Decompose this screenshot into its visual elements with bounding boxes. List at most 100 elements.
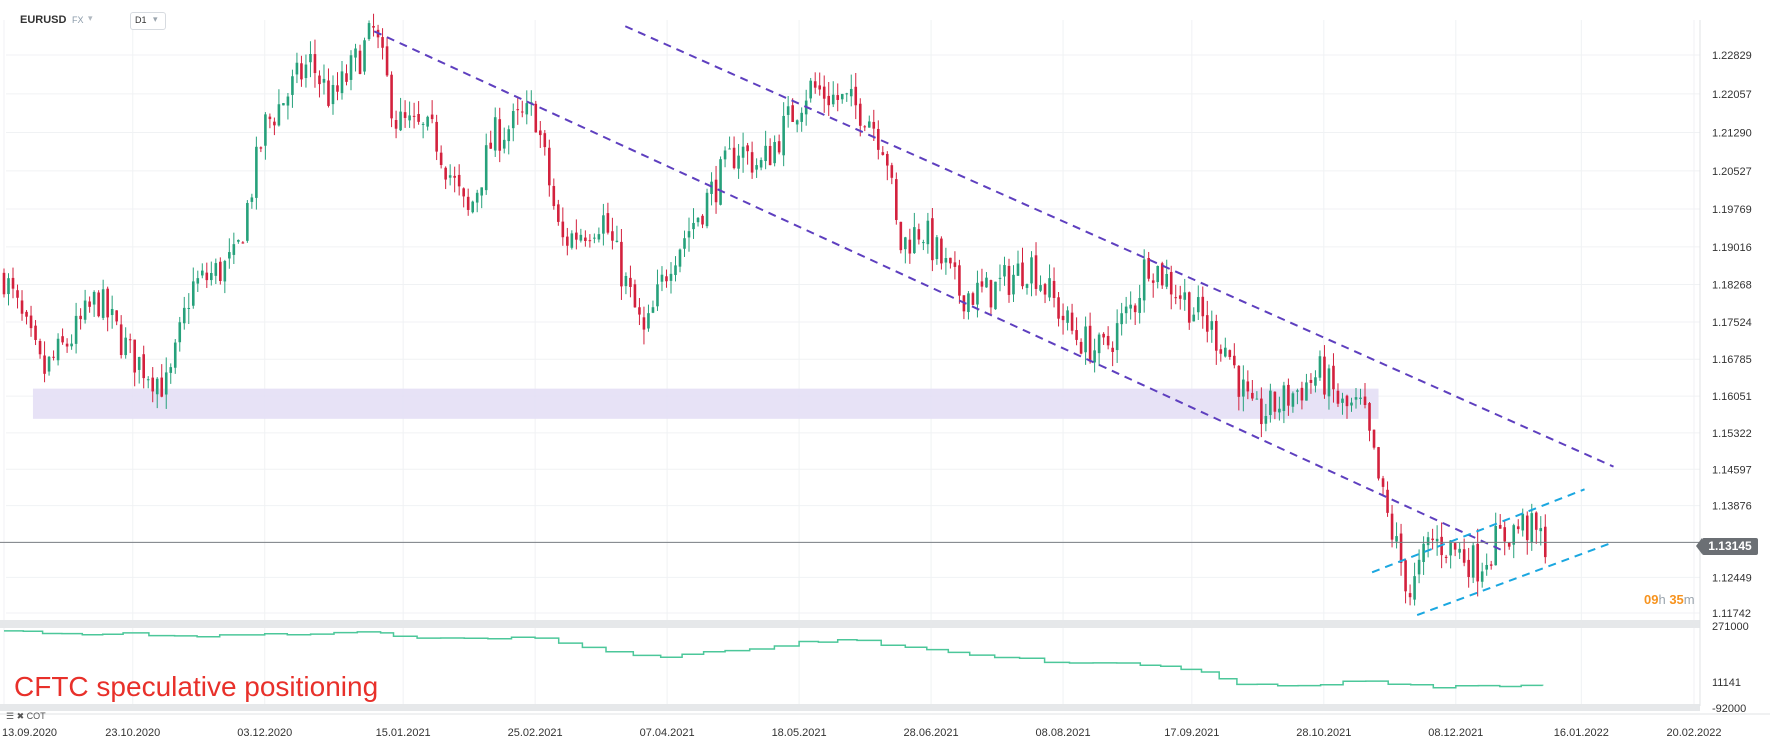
candle-body [16, 290, 19, 298]
candle-body [1372, 429, 1376, 448]
candle-body [904, 237, 907, 250]
candle-body [895, 179, 898, 220]
candle-body [827, 95, 831, 106]
candle-body [890, 165, 894, 178]
candle-body [696, 217, 700, 223]
x-tick-label: 18.05.2021 [772, 727, 827, 739]
candle-body [399, 111, 402, 131]
candle-body [917, 229, 921, 240]
candle-body [11, 277, 15, 289]
candle-body [994, 281, 997, 310]
candle-body [1205, 315, 1209, 332]
candle-body [403, 112, 407, 118]
candle-body [1435, 538, 1439, 542]
candle-body [1291, 393, 1295, 407]
candle-body [1156, 266, 1160, 283]
candle-body [286, 96, 290, 106]
candle-body [858, 103, 862, 126]
candle-body [705, 192, 709, 227]
candle-body [92, 291, 96, 305]
candle-body [1296, 390, 1299, 392]
candle-body [615, 240, 619, 242]
candle-body [241, 242, 245, 244]
close-icon[interactable]: ✖ [16, 711, 25, 721]
candle-body [1066, 310, 1069, 323]
candle-body [953, 262, 957, 267]
candle-body [863, 126, 867, 128]
candle-body [1399, 533, 1403, 564]
candle-body [1485, 565, 1488, 570]
candle-body [985, 277, 988, 288]
candle-body [155, 378, 159, 395]
timeframe-select[interactable]: D1 ▾ [130, 12, 166, 30]
y-tick-label: 1.22829 [1712, 50, 1752, 62]
candle-body [255, 146, 258, 198]
candle-body [151, 377, 155, 392]
support-zone [32, 388, 1379, 419]
candle-body [1224, 347, 1227, 357]
y-tick-label: 1.11742 [1712, 608, 1751, 620]
candle-body [1016, 263, 1020, 276]
candle-body [160, 377, 164, 397]
candle-body [1079, 341, 1083, 354]
candle-body [1111, 347, 1114, 352]
x-tick-label: 08.12.2021 [1428, 727, 1483, 739]
candle-body [1021, 262, 1024, 287]
candle-body [223, 260, 227, 282]
candle-body [56, 338, 60, 361]
candle-body [191, 281, 195, 306]
candle-body [836, 95, 840, 100]
candle-body [1084, 326, 1087, 353]
candle-body [502, 139, 506, 149]
x-tick-label: 25.02.2021 [508, 727, 563, 739]
candle-body [750, 152, 754, 173]
candle-body [435, 121, 438, 152]
candle-body [674, 265, 677, 276]
candle-body [507, 129, 511, 142]
candle-body [1142, 259, 1146, 301]
candle-body [412, 115, 416, 117]
candle-body [588, 240, 592, 242]
candle-body [1336, 390, 1340, 404]
x-tick-label: 28.10.2021 [1296, 727, 1351, 739]
candle-body [976, 282, 979, 305]
chevron-down-icon[interactable]: ▾ [88, 13, 93, 23]
candle-body [1390, 513, 1394, 540]
candle-body [1269, 390, 1272, 416]
candle-body [1034, 255, 1038, 289]
candle-body [1381, 478, 1385, 487]
candle-body [579, 234, 583, 241]
countdown-minutes: 35 [1669, 592, 1684, 607]
candle-body [340, 71, 344, 94]
candle-body [300, 63, 303, 80]
candle-body [1453, 543, 1457, 550]
candle-body [899, 221, 903, 251]
candle-body [692, 222, 695, 230]
candle-body [854, 86, 858, 106]
candle-body [20, 300, 24, 314]
menu-icon[interactable]: ☰ [6, 711, 15, 721]
candle-body [237, 239, 240, 242]
candle-body [228, 252, 231, 259]
indicator-tag[interactable]: ☰ ✖ COT [6, 711, 46, 722]
candle-body [1512, 525, 1516, 545]
candle-body [182, 307, 186, 324]
symbol-label[interactable]: EURUSD [20, 14, 67, 26]
candle-body [83, 300, 87, 320]
candle-body [597, 234, 601, 240]
candle-body [908, 239, 912, 254]
candle-body [97, 292, 100, 317]
cot-tick-label: 271000 [1712, 621, 1749, 633]
candle-body [1174, 297, 1178, 299]
candle-body [678, 249, 682, 267]
candle-body [282, 103, 285, 106]
y-tick-label: 1.19769 [1712, 204, 1752, 216]
candle-body [913, 227, 916, 254]
candle-body [1489, 564, 1493, 566]
candle-body [1260, 398, 1263, 425]
candle-body [264, 114, 267, 146]
candle-body [1363, 396, 1367, 405]
candle-body [606, 213, 610, 233]
